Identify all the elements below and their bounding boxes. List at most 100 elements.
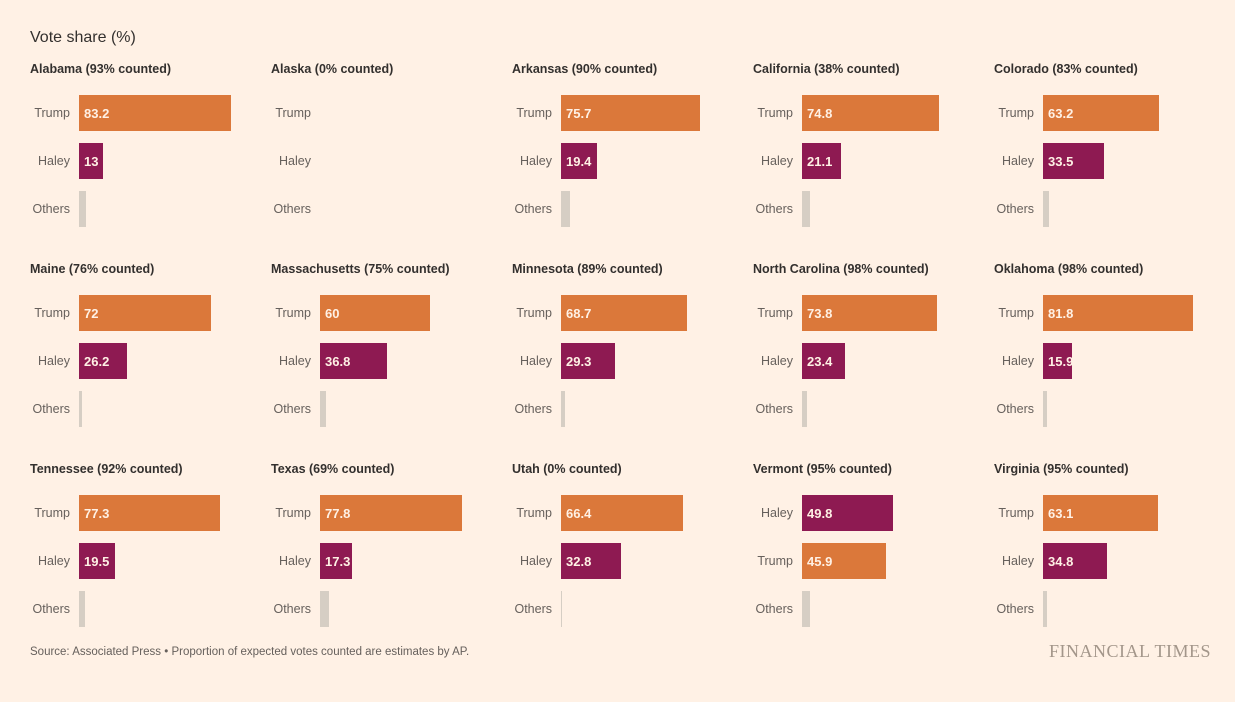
bar-area: 81.8 — [1043, 295, 1235, 331]
state-chart-title: Maine (76% counted) — [30, 262, 155, 276]
candidate-label: Trump — [757, 306, 793, 320]
haley-bar: 29.3 — [561, 343, 615, 379]
others-bar — [1043, 191, 1050, 227]
candidate-label: Haley — [279, 554, 311, 568]
bar-area: 13 — [79, 143, 271, 179]
candidate-label: Others — [996, 202, 1034, 216]
bar-value-label: 68.7 — [566, 305, 592, 321]
bar-row-haley: Haley — [271, 137, 512, 185]
bar-value-label: 77.8 — [325, 505, 351, 521]
trump-bar: 63.1 — [1043, 495, 1159, 531]
trump-bar: 66.4 — [561, 495, 683, 531]
bar-area — [561, 391, 753, 427]
bar-row-haley: Haley 17.3 — [271, 537, 512, 585]
bar-row-trump: Trump 60 — [271, 289, 512, 337]
bar-area: 63.1 — [1043, 495, 1235, 531]
candidate-label: Trump — [757, 554, 793, 568]
haley-bar: 49.8 — [802, 495, 894, 531]
financial-times-logo: FINANCIAL TIMES — [1048, 641, 1211, 661]
trump-bar: 72 — [79, 295, 211, 331]
bar-row-trump: Trump 77.3 — [30, 489, 271, 537]
others-bar — [320, 391, 326, 427]
candidate-label: Others — [755, 602, 793, 616]
state-chart-title: Massachusetts (75% counted) — [271, 262, 450, 276]
bar-row-others: Others — [994, 385, 1235, 433]
others-bar — [561, 391, 565, 427]
state-chart-colorado: Colorado (83% counted) Trump 63.2 Haley 33.5… — [994, 59, 1235, 259]
haley-bar: 36.8 — [320, 343, 388, 379]
candidate-label: Haley — [761, 354, 793, 368]
bar-area — [320, 391, 512, 427]
bar-value-label: 26.2 — [84, 353, 110, 369]
bar-area — [802, 191, 994, 227]
trump-bar: 81.8 — [1043, 295, 1193, 331]
bar-area — [1043, 591, 1235, 627]
bar-row-trump: Trump 63.2 — [994, 89, 1235, 137]
bar-area — [561, 191, 753, 227]
candidate-label: Haley — [38, 154, 70, 168]
bar-value-label: 83.2 — [84, 105, 110, 121]
bar-value-label: 63.2 — [1048, 105, 1074, 121]
charts-grid: Alabama (93% counted) Trump 83.2 Haley 13 Oth… — [30, 59, 1235, 637]
candidate-label: Trump — [275, 306, 311, 320]
bar-row-trump: Trump 72 — [30, 289, 271, 337]
candidate-label: Others — [32, 402, 70, 416]
bar-area — [79, 591, 271, 627]
bar-value-label: 73.8 — [807, 305, 833, 321]
trump-bar: 77.3 — [79, 495, 221, 531]
candidate-label: Haley — [520, 154, 552, 168]
bar-area: 73.8 — [802, 295, 994, 331]
bar-row-others: Others — [271, 585, 512, 633]
candidate-label: Others — [514, 602, 552, 616]
trump-bar: 73.8 — [802, 295, 938, 331]
state-chart-title: Alaska (0% counted) — [271, 62, 394, 76]
bar-area: 45.9 — [802, 543, 994, 579]
bar-row-others: Others — [753, 185, 994, 233]
state-chart-title: Vermont (95% counted) — [753, 462, 892, 476]
candidate-label: Others — [514, 202, 552, 216]
state-chart-vermont: Vermont (95% counted) Haley 49.8 Trump 45.9 O… — [753, 459, 994, 637]
state-chart-california: California (38% counted) Trump 74.8 Haley 21… — [753, 59, 994, 259]
page-title: Vote share (%) — [30, 29, 136, 46]
state-chart-title: Oklahoma (98% counted) — [994, 262, 1144, 276]
bar-area — [802, 591, 994, 627]
bar-value-label: 77.3 — [84, 505, 110, 521]
state-chart-title: California (38% counted) — [753, 62, 900, 76]
bar-value-label: 19.5 — [84, 553, 110, 569]
candidate-label: Trump — [998, 506, 1034, 520]
candidate-label: Trump — [516, 306, 552, 320]
trump-bar: 83.2 — [79, 95, 232, 131]
state-chart-virginia: Virginia (95% counted) Trump 63.1 Haley 34.8… — [994, 459, 1235, 637]
state-chart-minnesota: Minnesota (89% counted) Trump 68.7 Haley 29.… — [512, 259, 753, 459]
bar-row-haley: Haley 34.8 — [994, 537, 1235, 585]
candidate-label: Trump — [34, 306, 70, 320]
bar-row-trump: Trump 45.9 — [753, 537, 994, 585]
bar-area — [79, 191, 271, 227]
state-chart-title: Minnesota (89% counted) — [512, 262, 663, 276]
bar-row-others: Others — [30, 185, 271, 233]
bar-area: 17.3 — [320, 543, 512, 579]
state-chart-tennessee: Tennessee (92% counted) Trump 77.3 Haley 19.… — [30, 459, 271, 637]
state-chart-title: Utah (0% counted) — [512, 462, 622, 476]
candidate-label: Others — [514, 402, 552, 416]
bar-row-others: Others — [512, 185, 753, 233]
bar-row-others: Others — [512, 585, 753, 633]
candidate-label: Haley — [761, 154, 793, 168]
state-chart-texas: Texas (69% counted) Trump 77.8 Haley 17.3 Oth… — [271, 459, 512, 637]
candidate-label: Others — [996, 402, 1034, 416]
haley-bar: 15.9 — [1043, 343, 1073, 379]
bar-row-trump: Trump 77.8 — [271, 489, 512, 537]
others-bar — [561, 591, 563, 627]
bar-value-label: 34.8 — [1048, 553, 1074, 569]
haley-bar: 13 — [79, 143, 103, 179]
candidate-label: Haley — [1002, 154, 1034, 168]
bar-row-haley: Haley 23.4 — [753, 337, 994, 385]
candidate-label: Trump — [275, 106, 311, 120]
candidate-label: Others — [273, 202, 311, 216]
state-chart-title: Tennessee (92% counted) — [30, 462, 183, 476]
candidate-label: Haley — [279, 354, 311, 368]
state-chart-massachusetts: Massachusetts (75% counted) Trump 60 Haley 3… — [271, 259, 512, 459]
bar-value-label: 19.4 — [566, 153, 592, 169]
bar-row-trump: Trump 68.7 — [512, 289, 753, 337]
